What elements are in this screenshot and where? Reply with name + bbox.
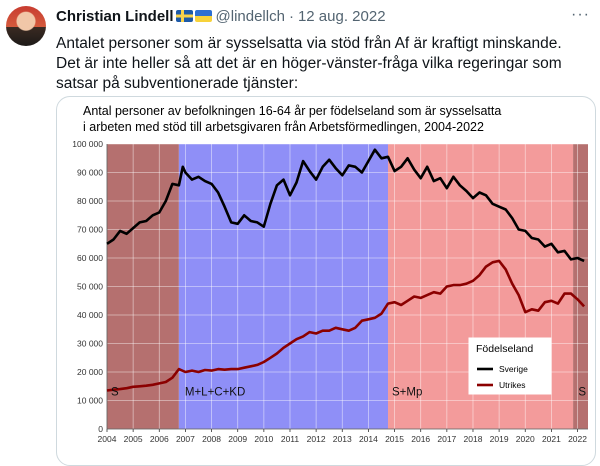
y-tick-label: 50 000 bbox=[77, 282, 103, 292]
x-tick-label: 2022 bbox=[568, 434, 587, 444]
media-card[interactable]: Antal personer av befolkningen 16-64 år … bbox=[56, 96, 596, 466]
x-tick-label: 2005 bbox=[124, 434, 143, 444]
avatar[interactable] bbox=[6, 6, 46, 46]
author-handle[interactable]: @lindellch bbox=[215, 7, 285, 25]
x-tick-label: 2014 bbox=[359, 434, 378, 444]
x-tick-label: 2018 bbox=[464, 434, 483, 444]
y-tick-label: 0 bbox=[98, 424, 103, 434]
x-tick-label: 2013 bbox=[333, 434, 352, 444]
separator-dot: · bbox=[288, 7, 294, 25]
y-tick-label: 20 000 bbox=[77, 367, 103, 377]
x-tick-label: 2004 bbox=[98, 434, 117, 444]
legend-title: Födelseland bbox=[476, 343, 533, 355]
x-tick-label: 2015 bbox=[385, 434, 404, 444]
y-tick-label: 10 000 bbox=[77, 396, 103, 406]
x-tick-label: 2021 bbox=[542, 434, 561, 444]
author-name[interactable]: Christian Lindell bbox=[56, 7, 174, 25]
series-line-utrikes bbox=[106, 259, 586, 392]
x-tick-label: 2010 bbox=[254, 434, 273, 444]
period-label: S bbox=[111, 387, 119, 399]
series-line-sverige bbox=[106, 148, 585, 263]
legend-entry-sverige: Sverige bbox=[499, 364, 528, 374]
ukraine-flag-icon bbox=[194, 10, 212, 22]
sweden-flag-icon bbox=[175, 10, 193, 22]
y-tick-label: 80 000 bbox=[77, 196, 103, 206]
chart-title-line: i arbeten med stöd till arbetsgivaren fr… bbox=[83, 120, 484, 134]
x-tick-label: 2020 bbox=[516, 434, 535, 444]
x-tick-label: 2012 bbox=[307, 434, 326, 444]
legend-entry-utrikes: Utrikes bbox=[499, 380, 525, 390]
x-tick-label: 2006 bbox=[150, 434, 169, 444]
y-tick-label: 60 000 bbox=[77, 253, 103, 263]
y-tick-label: 70 000 bbox=[77, 225, 103, 235]
x-tick-label: 2016 bbox=[411, 434, 430, 444]
y-tick-label: 100 000 bbox=[72, 139, 103, 149]
more-icon[interactable]: ··· bbox=[571, 6, 590, 23]
period-label: S+Mp bbox=[392, 387, 422, 399]
period-label: M+L+C+KD bbox=[185, 387, 245, 399]
y-tick-label: 40 000 bbox=[77, 310, 103, 320]
tweet-header: Christian Lindell @lindellch · 12 aug. 2… bbox=[56, 6, 592, 26]
tweet-date[interactable]: 12 aug. 2022 bbox=[297, 7, 386, 25]
line-chart: Antal personer av befolkningen 16-64 år … bbox=[72, 104, 588, 444]
x-tick-label: 2019 bbox=[490, 434, 509, 444]
x-tick-label: 2011 bbox=[281, 434, 300, 444]
x-tick-label: 2017 bbox=[437, 434, 456, 444]
tweet-text: Antalet personer som är sysselsatta via … bbox=[56, 35, 562, 92]
period-label: S bbox=[578, 387, 586, 399]
x-tick-label: 2008 bbox=[202, 434, 221, 444]
x-tick-label: 2007 bbox=[176, 434, 195, 444]
x-tick-label: 2009 bbox=[228, 434, 247, 444]
chart-title-line: Antal personer av befolkningen 16-64 år … bbox=[83, 104, 501, 118]
y-tick-label: 30 000 bbox=[77, 339, 103, 349]
y-tick-label: 90 000 bbox=[77, 168, 103, 178]
